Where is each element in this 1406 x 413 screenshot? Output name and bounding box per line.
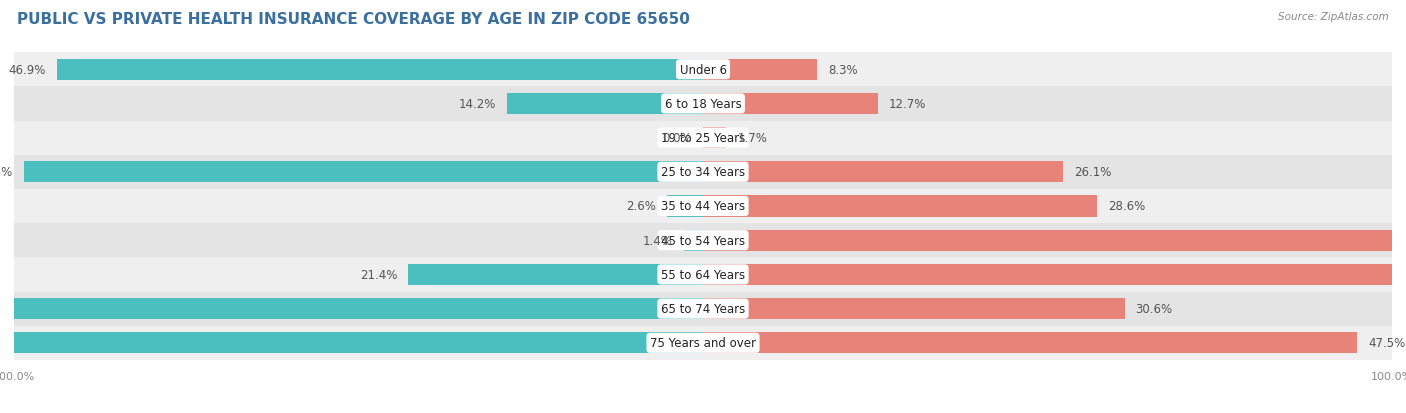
Text: 46.9%: 46.9%	[8, 64, 46, 76]
Text: 35 to 44 Years: 35 to 44 Years	[661, 200, 745, 213]
Text: 6 to 18 Years: 6 to 18 Years	[665, 97, 741, 111]
Bar	[703, 230, 1406, 251]
Text: 26.1%: 26.1%	[1074, 166, 1111, 179]
Text: 65 to 74 Years: 65 to 74 Years	[661, 302, 745, 316]
Bar	[683, 230, 703, 251]
Text: Under 6: Under 6	[679, 64, 727, 76]
Bar	[0, 332, 703, 354]
Bar	[508, 94, 703, 115]
Bar	[703, 128, 727, 149]
Bar	[14, 155, 1392, 190]
Bar	[14, 190, 1392, 223]
Text: 45 to 54 Years: 45 to 54 Years	[661, 234, 745, 247]
Bar	[703, 298, 1125, 319]
Text: 47.5%: 47.5%	[1368, 337, 1406, 349]
Bar	[703, 59, 817, 81]
Bar	[703, 162, 1063, 183]
Text: 1.7%: 1.7%	[738, 132, 768, 145]
Bar	[56, 59, 703, 81]
Text: 25 to 34 Years: 25 to 34 Years	[661, 166, 745, 179]
Bar	[14, 121, 1392, 155]
Bar	[668, 196, 703, 217]
Text: Source: ZipAtlas.com: Source: ZipAtlas.com	[1278, 12, 1389, 22]
Bar	[703, 94, 877, 115]
Text: 30.6%: 30.6%	[1136, 302, 1173, 316]
Text: PUBLIC VS PRIVATE HEALTH INSURANCE COVERAGE BY AGE IN ZIP CODE 65650: PUBLIC VS PRIVATE HEALTH INSURANCE COVER…	[17, 12, 690, 27]
Text: 21.4%: 21.4%	[360, 268, 396, 281]
Text: 49.3%: 49.3%	[0, 166, 13, 179]
Bar	[703, 332, 1358, 354]
Bar	[14, 53, 1392, 87]
Bar	[14, 326, 1392, 360]
Bar	[0, 298, 703, 319]
Text: 12.7%: 12.7%	[889, 97, 927, 111]
Text: 0.0%: 0.0%	[662, 132, 692, 145]
Text: 8.3%: 8.3%	[828, 64, 858, 76]
Bar	[24, 162, 703, 183]
Text: 14.2%: 14.2%	[458, 97, 496, 111]
Text: 28.6%: 28.6%	[1108, 200, 1146, 213]
Text: 1.4%: 1.4%	[643, 234, 672, 247]
Bar	[14, 292, 1392, 326]
Bar	[14, 87, 1392, 121]
Bar	[703, 196, 1097, 217]
Bar	[14, 223, 1392, 258]
Bar	[703, 264, 1406, 285]
Text: 2.6%: 2.6%	[626, 200, 657, 213]
Text: 75 Years and over: 75 Years and over	[650, 337, 756, 349]
Text: 55 to 64 Years: 55 to 64 Years	[661, 268, 745, 281]
Bar	[14, 258, 1392, 292]
Text: 19 to 25 Years: 19 to 25 Years	[661, 132, 745, 145]
Bar	[408, 264, 703, 285]
